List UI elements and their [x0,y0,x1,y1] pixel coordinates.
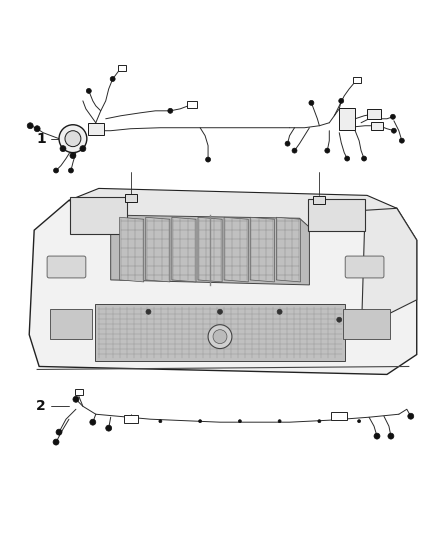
Circle shape [110,77,115,82]
Circle shape [90,419,96,425]
Circle shape [339,99,344,103]
FancyBboxPatch shape [367,109,381,119]
FancyBboxPatch shape [124,415,138,423]
Circle shape [374,433,380,439]
FancyBboxPatch shape [339,108,355,130]
Circle shape [292,148,297,153]
Circle shape [362,156,367,161]
Circle shape [56,429,62,435]
Circle shape [159,419,162,423]
FancyBboxPatch shape [124,195,137,203]
FancyBboxPatch shape [331,412,347,420]
Circle shape [325,148,330,153]
FancyBboxPatch shape [95,304,345,360]
Circle shape [213,330,227,344]
Circle shape [309,100,314,106]
Circle shape [318,419,321,423]
FancyBboxPatch shape [343,309,390,338]
Circle shape [129,419,132,423]
Polygon shape [146,217,170,282]
Text: 1: 1 [36,132,46,146]
Circle shape [65,131,81,147]
Circle shape [68,168,74,173]
Circle shape [198,419,201,423]
FancyBboxPatch shape [70,197,127,234]
Circle shape [106,425,112,431]
FancyBboxPatch shape [314,196,325,204]
FancyBboxPatch shape [308,199,365,231]
Circle shape [208,325,232,349]
Circle shape [238,419,241,423]
FancyBboxPatch shape [345,256,384,278]
Circle shape [408,413,414,419]
Circle shape [337,317,342,322]
Circle shape [277,309,282,314]
Circle shape [357,419,360,423]
Polygon shape [250,217,274,282]
Polygon shape [172,217,196,282]
Circle shape [60,146,66,151]
Circle shape [390,114,396,119]
Polygon shape [276,217,300,282]
Circle shape [53,168,59,173]
Text: 2: 2 [36,399,46,413]
FancyBboxPatch shape [47,256,86,278]
Polygon shape [111,215,309,285]
Circle shape [146,309,151,314]
FancyBboxPatch shape [75,389,83,395]
Polygon shape [120,217,144,282]
FancyBboxPatch shape [353,77,361,83]
Circle shape [34,126,40,132]
Circle shape [70,152,76,158]
Polygon shape [224,217,248,282]
Circle shape [345,156,350,161]
Circle shape [53,439,59,445]
Polygon shape [198,217,222,282]
Circle shape [285,141,290,146]
Circle shape [80,146,86,151]
Circle shape [86,88,91,93]
Circle shape [388,433,394,439]
Polygon shape [362,208,417,315]
Circle shape [73,397,79,402]
Circle shape [27,123,33,129]
FancyBboxPatch shape [371,122,383,130]
Circle shape [399,138,404,143]
Circle shape [205,157,211,162]
Polygon shape [29,200,417,375]
Circle shape [218,309,223,314]
Circle shape [278,419,281,423]
FancyBboxPatch shape [118,65,126,71]
FancyBboxPatch shape [50,309,92,338]
Polygon shape [69,188,397,230]
Circle shape [392,128,396,133]
FancyBboxPatch shape [187,101,197,108]
FancyBboxPatch shape [88,123,104,135]
Circle shape [59,125,87,152]
Circle shape [168,108,173,114]
